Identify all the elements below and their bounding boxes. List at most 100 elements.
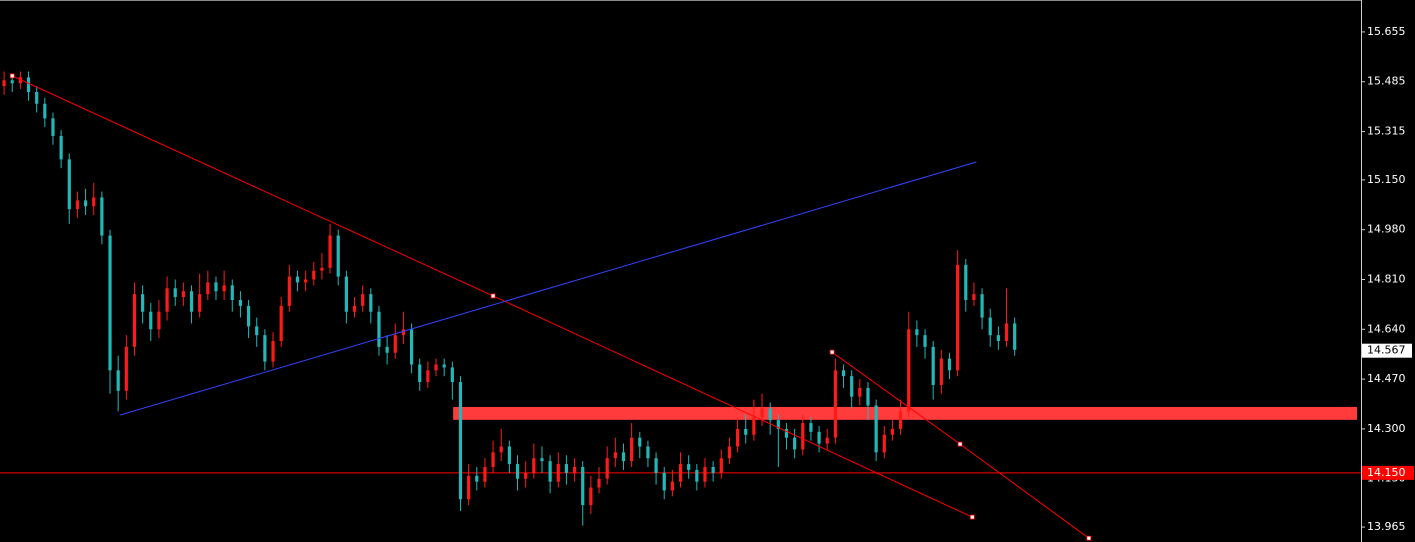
candle-body [515, 464, 520, 479]
candle-body [35, 91, 39, 104]
candle-body [100, 197, 104, 236]
candle-body [923, 335, 927, 347]
trendline-handle [490, 293, 496, 299]
candle-body [173, 288, 177, 298]
candle-body [809, 423, 813, 432]
candle-body [670, 481, 674, 491]
candle-body [401, 329, 406, 336]
candle-body [279, 305, 283, 342]
candle-body [230, 285, 234, 301]
candle-body [246, 305, 251, 327]
candle-body [238, 300, 243, 306]
candle-body [507, 446, 511, 465]
candle-body [931, 346, 935, 385]
candle-body [271, 341, 275, 362]
candle-body [841, 370, 846, 377]
candle-body [475, 475, 479, 482]
candle-body [621, 452, 626, 462]
candle-body [67, 159, 71, 210]
candle-body [744, 428, 748, 435]
trendline-handle [957, 441, 963, 447]
candle-body [312, 270, 316, 280]
y-tick-label: 15.485 [1367, 75, 1406, 88]
candle-body [409, 329, 414, 365]
y-tick-label: 14.300 [1367, 422, 1406, 435]
candle-body [858, 387, 862, 397]
candle-body [825, 437, 829, 444]
candle-body [26, 77, 31, 92]
candle-body [116, 370, 120, 391]
candle-body [499, 446, 503, 453]
trendline [119, 161, 977, 416]
candle-body [393, 335, 397, 353]
y-tick-label: 15.150 [1367, 173, 1406, 186]
candle-body [801, 423, 805, 450]
candle-body [540, 458, 544, 462]
candle-body [581, 466, 585, 506]
candle-body [222, 285, 226, 292]
trendline-handle [9, 73, 15, 79]
candle-body [939, 358, 943, 385]
candle-body [947, 358, 952, 371]
candle-body [295, 276, 300, 283]
candle-body [817, 431, 821, 444]
candle-body [263, 335, 267, 362]
price-line-box [1362, 465, 1414, 480]
candle-body [695, 469, 699, 482]
candle-body [833, 370, 837, 438]
y-tick-label: 14.810 [1367, 272, 1406, 285]
candle-body [532, 458, 536, 473]
candle-body [336, 235, 340, 277]
candle-body [589, 487, 593, 506]
candle-body [92, 197, 96, 207]
candle-body [980, 294, 984, 318]
candle-body [988, 317, 992, 336]
candle-body [491, 452, 495, 467]
candle-body [915, 329, 919, 336]
candle-body [882, 434, 886, 453]
candle-body [18, 77, 22, 84]
candle-body [320, 267, 324, 271]
current-price-label: 14.567 [1367, 344, 1406, 357]
candle-body [572, 466, 577, 473]
candle-body [108, 235, 112, 371]
candle-body [157, 311, 161, 330]
candle-body [51, 118, 55, 136]
candle-body [181, 291, 185, 298]
candle-body [467, 475, 471, 500]
candle-body [793, 437, 797, 450]
candle-body [442, 364, 446, 368]
trendline-handle [1086, 535, 1092, 541]
candle-body [458, 382, 463, 500]
candle-body [760, 408, 764, 418]
candle-body [377, 311, 381, 347]
candle-body [850, 376, 854, 397]
candle-body [43, 103, 47, 119]
y-tick-label: 15.655 [1367, 25, 1406, 38]
candle-body [678, 464, 683, 482]
candle-body [605, 458, 609, 479]
candle-body [735, 428, 740, 447]
candle-body [206, 282, 210, 295]
candle-body [898, 411, 903, 429]
candle-body [907, 329, 911, 412]
candle-body [304, 279, 308, 283]
zone [453, 406, 1357, 420]
candle-body [646, 446, 650, 459]
candle-body [344, 276, 348, 312]
candle-body [450, 367, 454, 383]
y-tick-label: 14.640 [1367, 322, 1406, 335]
candle-body [434, 364, 438, 371]
candle-body [418, 364, 422, 383]
candle-body [83, 200, 88, 207]
y-tick-label: 13.965 [1367, 520, 1406, 533]
candle-body [369, 294, 373, 312]
candle-body [662, 472, 666, 491]
candle-body [874, 405, 878, 453]
trendline-handle [829, 349, 835, 355]
candle-body [165, 288, 169, 312]
candle-body [711, 466, 715, 473]
current-price-box [1362, 343, 1412, 358]
